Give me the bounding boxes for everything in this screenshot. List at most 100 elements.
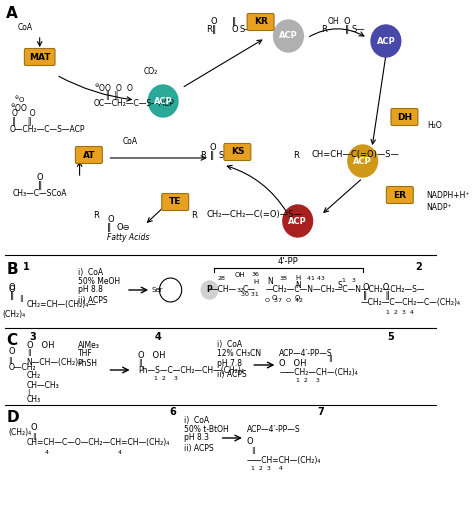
- Text: NADP⁺: NADP⁺: [426, 203, 451, 213]
- Text: O: O: [344, 18, 350, 26]
- Text: ‖: ‖: [37, 180, 42, 190]
- Text: ‖       ‖: ‖ ‖: [363, 290, 390, 300]
- Text: 3: 3: [30, 332, 36, 342]
- Text: ‖: ‖: [19, 295, 23, 301]
- Text: ii) ACPS: ii) ACPS: [184, 444, 214, 454]
- Text: |: |: [27, 389, 29, 397]
- Text: CH₂—CH₂—C(=O)—S—: CH₂—CH₂—C(=O)—S—: [207, 211, 302, 219]
- Text: C—: C—: [243, 285, 256, 295]
- Text: CoA: CoA: [123, 138, 138, 146]
- Text: O  37  O  42: O 37 O 42: [265, 298, 303, 302]
- Text: CH=CH—C—O—CH₂—CH=CH—(CH₂)₄: CH=CH—C—O—CH₂—CH=CH—(CH₂)₄: [27, 438, 170, 448]
- Text: 5: 5: [387, 332, 394, 342]
- Text: ‖     ‖: ‖ ‖: [12, 116, 31, 126]
- Text: ACP: ACP: [353, 157, 372, 165]
- Text: $^{\ominus}$O: $^{\ominus}$O: [14, 95, 25, 105]
- Text: ‖: ‖: [345, 26, 349, 35]
- Text: B: B: [6, 262, 18, 277]
- Text: AlMe₃: AlMe₃: [78, 340, 100, 350]
- Text: 1: 1: [23, 262, 30, 272]
- Circle shape: [283, 205, 312, 237]
- Text: ii) ACPS: ii) ACPS: [217, 369, 246, 379]
- Text: A: A: [6, 6, 18, 21]
- Text: O—CH₂: O—CH₂: [8, 364, 36, 372]
- Text: pH 8.8: pH 8.8: [78, 285, 103, 295]
- Text: —CH₂—C—CH₂—C—(CH₂)₄: —CH₂—C—CH₂—C—(CH₂)₄: [361, 299, 461, 307]
- Text: CH₃—C—SCoA: CH₃—C—SCoA: [12, 188, 67, 197]
- Text: i)  CoA: i) CoA: [78, 267, 103, 277]
- Text: ‖: ‖: [10, 290, 14, 300]
- Text: 32: 32: [236, 287, 244, 293]
- Circle shape: [148, 85, 178, 117]
- Text: KS: KS: [231, 147, 244, 157]
- FancyBboxPatch shape: [162, 194, 189, 211]
- Text: CH₂: CH₂: [27, 370, 41, 380]
- Text: 36: 36: [252, 271, 260, 277]
- Text: MAT: MAT: [29, 53, 50, 61]
- Text: ‖: ‖: [8, 356, 12, 364]
- Text: O: O: [8, 348, 15, 356]
- Text: R: R: [207, 26, 212, 35]
- Text: 1  2  3  4: 1 2 3 4: [386, 310, 414, 315]
- Text: 50% t-BtOH: 50% t-BtOH: [184, 424, 229, 434]
- Text: N—CH—(CH₂)₄: N—CH—(CH₂)₄: [27, 357, 82, 367]
- Text: O   OH: O OH: [279, 358, 307, 368]
- Text: R: R: [191, 211, 197, 219]
- Text: ACP: ACP: [279, 31, 298, 41]
- Text: —CH—: —CH—: [210, 285, 237, 295]
- Text: 38: 38: [280, 276, 288, 281]
- Text: S—: S—: [219, 150, 232, 160]
- Text: O     O: O O: [363, 283, 389, 291]
- Text: C: C: [6, 333, 18, 348]
- Text: DH: DH: [397, 112, 412, 122]
- Text: Ser: Ser: [152, 287, 163, 293]
- Text: 1  2  3    4: 1 2 3 4: [246, 466, 283, 471]
- Text: O: O: [246, 438, 253, 447]
- Circle shape: [348, 145, 377, 177]
- Text: 4: 4: [118, 450, 121, 455]
- Text: R: R: [321, 26, 327, 35]
- Text: $^{\ominus}$OO  O  O: $^{\ominus}$OO O O: [93, 82, 134, 94]
- FancyBboxPatch shape: [24, 48, 55, 65]
- Text: (CH₂)₄: (CH₂)₄: [2, 311, 25, 319]
- Text: ‖  ‖: ‖ ‖: [93, 92, 118, 100]
- Text: N: N: [267, 278, 273, 286]
- Text: CH₂=CH—(CH₂)₄—: CH₂=CH—(CH₂)₄—: [27, 300, 97, 310]
- Text: O—CH₂—C—S—ACP: O—CH₂—C—S—ACP: [10, 126, 85, 134]
- Text: CoA: CoA: [17, 24, 32, 32]
- Text: 1  2    3: 1 2 3: [296, 377, 320, 383]
- Text: N: N: [295, 281, 301, 289]
- Text: CH₃: CH₃: [27, 396, 41, 404]
- Text: ‖: ‖: [27, 350, 30, 356]
- Circle shape: [273, 20, 303, 52]
- Text: H₂O: H₂O: [428, 121, 442, 129]
- Text: O   OH: O OH: [27, 340, 54, 350]
- Text: O⊖: O⊖: [117, 224, 130, 232]
- Text: CH—CH₃: CH—CH₃: [27, 381, 59, 389]
- Text: KR: KR: [254, 18, 267, 26]
- Text: Ph—S—C—CH₂—CH—(CH₂)₄: Ph—S—C—CH₂—CH—(CH₂)₄: [138, 366, 244, 374]
- Text: O   OH: O OH: [138, 351, 165, 359]
- Text: ACP: ACP: [154, 96, 173, 106]
- Text: ‖: ‖: [32, 433, 36, 439]
- Text: pH 8.3: pH 8.3: [184, 434, 210, 442]
- Text: TE: TE: [169, 197, 182, 207]
- Text: i)  CoA: i) CoA: [184, 416, 210, 424]
- Text: 4: 4: [155, 332, 162, 342]
- Text: O: O: [211, 18, 218, 26]
- Text: H: H: [295, 275, 301, 281]
- FancyBboxPatch shape: [224, 144, 251, 161]
- Text: ACP—4′-PP—S: ACP—4′-PP—S: [279, 350, 333, 358]
- Text: 4: 4: [45, 450, 49, 455]
- Text: —CH₂—C—N—CH₂—C—N—CH₂—CH₂—S—: —CH₂—C—N—CH₂—C—N—CH₂—CH₂—S—: [265, 285, 425, 295]
- Text: O     O: O O: [12, 109, 36, 117]
- Text: ‖: ‖: [210, 150, 214, 160]
- Text: CO₂: CO₂: [144, 67, 158, 77]
- Text: O: O: [36, 174, 43, 182]
- Text: S: S: [337, 281, 342, 289]
- Text: ‖: ‖: [108, 224, 112, 232]
- FancyBboxPatch shape: [75, 146, 102, 163]
- Text: 41 43: 41 43: [307, 276, 325, 281]
- Text: 6: 6: [169, 407, 176, 417]
- Circle shape: [371, 25, 401, 57]
